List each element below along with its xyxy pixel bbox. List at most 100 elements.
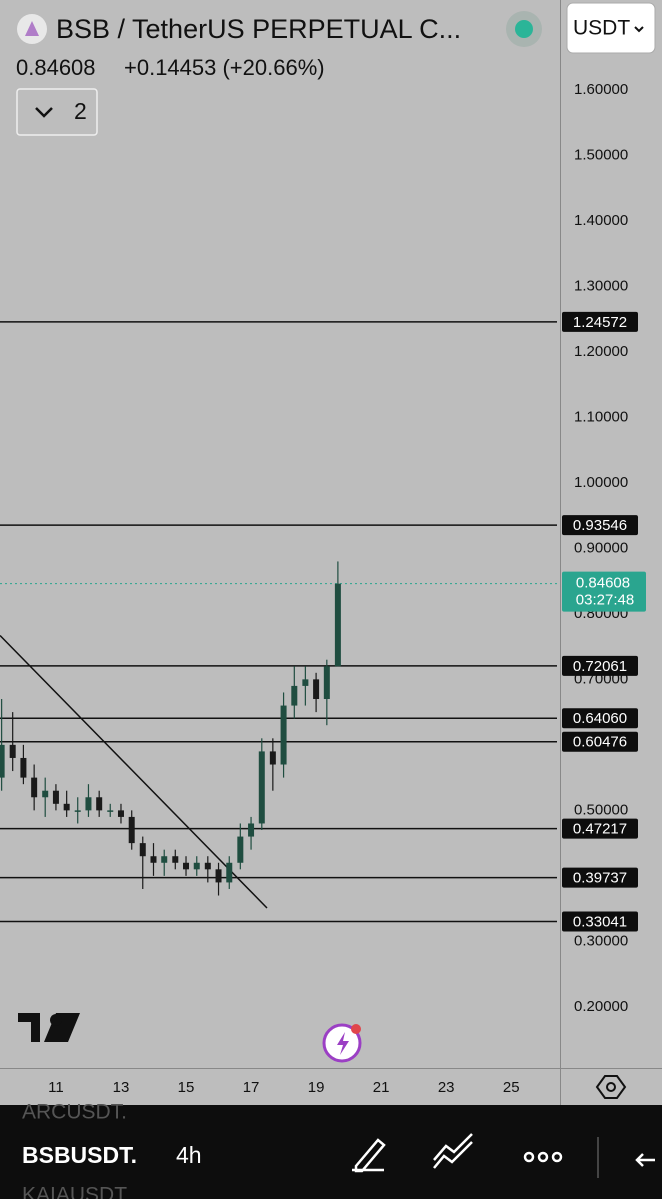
candle-body: [193, 862, 200, 870]
candle-body: [280, 705, 287, 765]
candle-body: [226, 862, 233, 883]
y-tick-label: 0.90000: [574, 539, 628, 556]
candle-body: [128, 816, 135, 844]
price-change: +0.14453 (+20.66%): [124, 55, 325, 80]
candle-body: [107, 810, 114, 812]
y-tick-label: 0.20000: [574, 998, 628, 1015]
candle-body: [9, 744, 16, 758]
candle-body: [0, 744, 5, 778]
candle-body: [52, 790, 59, 804]
last-price: 0.84608: [16, 55, 96, 80]
x-tick-label: 25: [503, 1079, 520, 1096]
candle-body: [313, 679, 320, 700]
x-tick-label: 17: [243, 1079, 260, 1096]
symbol-button[interactable]: BSBUSDT.: [22, 1142, 137, 1168]
y-tick-label: 1.40000: [574, 212, 628, 229]
flash-icon: [337, 1032, 349, 1055]
level-label-box: [562, 708, 638, 729]
symbol-title[interactable]: BSB / TetherUS PERPETUAL C...: [56, 14, 461, 44]
level-label: 0.93546: [573, 517, 627, 534]
dropdown-arrow: [634, 26, 644, 33]
candle-body: [20, 757, 27, 778]
level-label: 0.64060: [573, 710, 627, 727]
level-label-box: [562, 867, 638, 888]
currency-label: USDT: [573, 17, 630, 40]
currency-dropdown[interactable]: [566, 2, 656, 54]
indicator-toggle[interactable]: [16, 88, 98, 136]
prev-symbol[interactable]: ARCUSDT.: [22, 1101, 127, 1124]
y-tick-label: 1.10000: [574, 408, 628, 425]
candle-body: [31, 777, 38, 798]
last-price-box: [562, 571, 646, 612]
x-tick-label: 11: [48, 1079, 64, 1096]
level-label: 0.39737: [573, 870, 627, 887]
candle-body: [237, 836, 244, 863]
candle-body: [258, 751, 265, 824]
settings-button[interactable]: [595, 1075, 627, 1099]
settings-center: [606, 1082, 616, 1092]
candle-body: [139, 843, 146, 857]
candle-body: [323, 666, 330, 700]
y-tick-label: 1.30000: [574, 277, 628, 294]
countdown: 03:27:48: [576, 592, 634, 609]
bottom-bar: [0, 1105, 662, 1199]
level-label-box: [562, 655, 638, 676]
next-symbol[interactable]: KAIAUSDT: [22, 1184, 127, 1199]
y-tick-label: 0.50000: [574, 801, 628, 818]
last-price-label: 0.84608: [576, 575, 630, 592]
draw-button[interactable]: [352, 1138, 386, 1173]
back-button[interactable]: [635, 1153, 655, 1167]
status-dot: [515, 20, 533, 38]
level-label-box: [562, 311, 638, 332]
notification-dot: [351, 1024, 361, 1034]
candle-body: [161, 856, 168, 863]
level-label: 0.33041: [573, 913, 627, 930]
trend-line: [0, 634, 268, 909]
y-tick-label: 1.20000: [574, 343, 628, 360]
candle-body: [302, 679, 309, 686]
plot: 0.200000.300000.500000.700000.800000.900…: [0, 81, 646, 1096]
candle-body: [63, 803, 70, 811]
level-label: 0.47217: [573, 821, 627, 838]
y-tick-label: 1.50000: [574, 146, 628, 163]
chevron: [35, 107, 53, 118]
indicator-count: 2: [74, 98, 87, 124]
candle-body: [96, 797, 103, 811]
candle-body: [204, 862, 211, 870]
candle-body: [85, 797, 92, 811]
x-tick-label: 13: [113, 1079, 130, 1096]
x-tick-label: 19: [308, 1079, 325, 1096]
more-button[interactable]: [523, 1151, 563, 1163]
trend-button[interactable]: [433, 1133, 473, 1169]
candle-body: [150, 856, 157, 863]
x-tick-label: 21: [373, 1079, 390, 1096]
interval-button[interactable]: 4h: [176, 1142, 202, 1168]
x-tick-label: 15: [178, 1079, 195, 1096]
logo: [18, 1013, 80, 1042]
candle-body: [172, 856, 179, 863]
candle-body: [269, 751, 276, 765]
symbol-icon-shape: [25, 21, 39, 36]
level-label: 1.24572: [573, 314, 627, 331]
level-label-box: [562, 731, 638, 752]
level-label: 0.60476: [573, 734, 627, 751]
candle-body: [334, 583, 341, 667]
logo-dot: [50, 1014, 62, 1026]
level-label-box: [562, 911, 638, 932]
y-tick-label: 0.30000: [574, 932, 628, 949]
y-tick-label: 1.60000: [574, 81, 628, 98]
candle-body: [74, 810, 81, 812]
y-tick-label: 1.00000: [574, 474, 628, 491]
level-label-box: [562, 818, 638, 839]
x-tick-label: 23: [438, 1079, 455, 1096]
candle-body: [117, 810, 124, 817]
level-label: 0.72061: [573, 658, 627, 675]
level-label-box: [562, 515, 638, 536]
candle-body: [248, 823, 255, 837]
candle-body: [42, 790, 49, 798]
candle-body: [183, 862, 190, 870]
candle-body: [215, 869, 222, 883]
